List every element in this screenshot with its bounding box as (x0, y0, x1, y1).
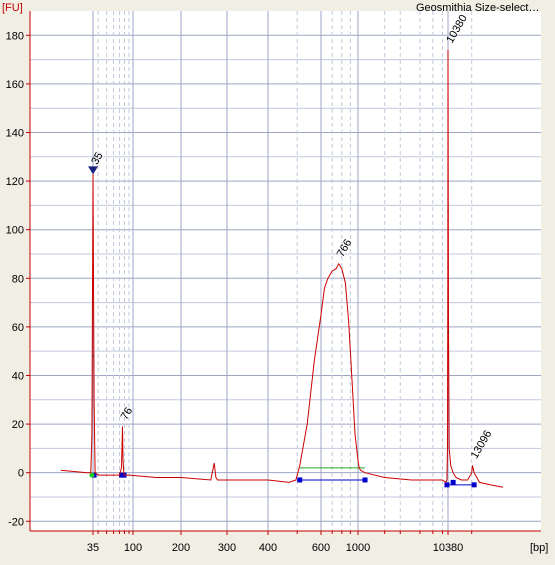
y-tick-label: 160 (6, 79, 24, 91)
y-tick-label: 100 (6, 225, 24, 237)
x-axis-unit-label: [bp] (530, 542, 548, 554)
plot-area (30, 11, 541, 531)
lower-marker-icon (88, 166, 98, 175)
y-tick-label: 180 (6, 30, 24, 42)
y-tick-label: 40 (12, 370, 24, 382)
region-start-marker (444, 482, 450, 488)
grid (30, 11, 541, 531)
region-markers (89, 467, 477, 488)
y-tick-label: -20 (8, 516, 24, 528)
chart-title: Geosmithia Size-select… (416, 2, 540, 14)
y-tick-label: 140 (6, 127, 24, 139)
peak-label: 76 (119, 405, 136, 422)
region-start-marker (297, 477, 303, 483)
lower-marker-dot (89, 472, 95, 478)
y-tick-label: 60 (12, 322, 24, 334)
peak-label: 35 (89, 150, 106, 167)
y-tick-label: 20 (12, 419, 24, 431)
x-tick-label: 400 (259, 542, 277, 554)
x-tick-label: 35 (87, 542, 99, 554)
x-tick-label: 100 (124, 542, 142, 554)
peak-boundary-marker (450, 479, 456, 485)
y-tick-label: 0 (18, 468, 24, 480)
x-tick-label: 10380 (433, 542, 464, 554)
y-tick-label: 120 (6, 176, 24, 188)
x-tick-label: 600 (312, 542, 330, 554)
y-axis-unit-label: [FU] (2, 2, 23, 14)
x-tick-label: 300 (218, 542, 236, 554)
region-end-marker (471, 482, 477, 488)
x-tick-label: 200 (172, 542, 190, 554)
signal-trace (60, 49, 504, 488)
axes: -20 0 20 40 60 80 100 120 140 160 180 35 100 200 300 40… (6, 11, 541, 554)
y-tick-label: 80 (12, 273, 24, 285)
x-tick-label: 1000 (346, 542, 370, 554)
region-end-marker (362, 477, 368, 483)
